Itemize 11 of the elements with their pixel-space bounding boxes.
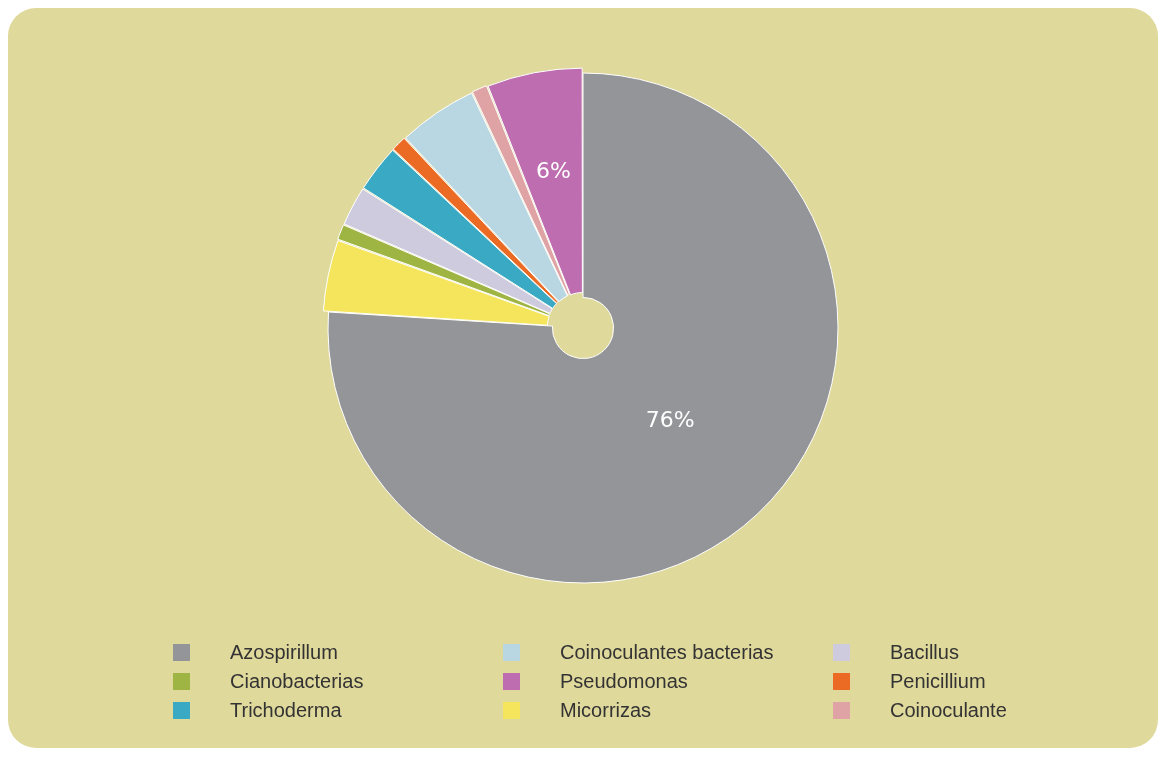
data-label: 6% xyxy=(535,158,571,184)
data-label: 76% xyxy=(645,406,695,432)
legend-label: Penicillium xyxy=(890,670,986,693)
legend-label: Cianobacterias xyxy=(230,670,364,693)
legend-label: Coinoculante xyxy=(890,699,1007,722)
legend-label: Bacillus xyxy=(890,641,959,664)
legend-label: Trichoderma xyxy=(230,699,342,722)
legend-label: Azospirillum xyxy=(230,641,338,664)
legend-label: Coinoculantes bacterias xyxy=(560,641,774,664)
legend-label: Pseudomonas xyxy=(560,670,688,693)
legend-label: Micorrizas xyxy=(560,699,652,722)
